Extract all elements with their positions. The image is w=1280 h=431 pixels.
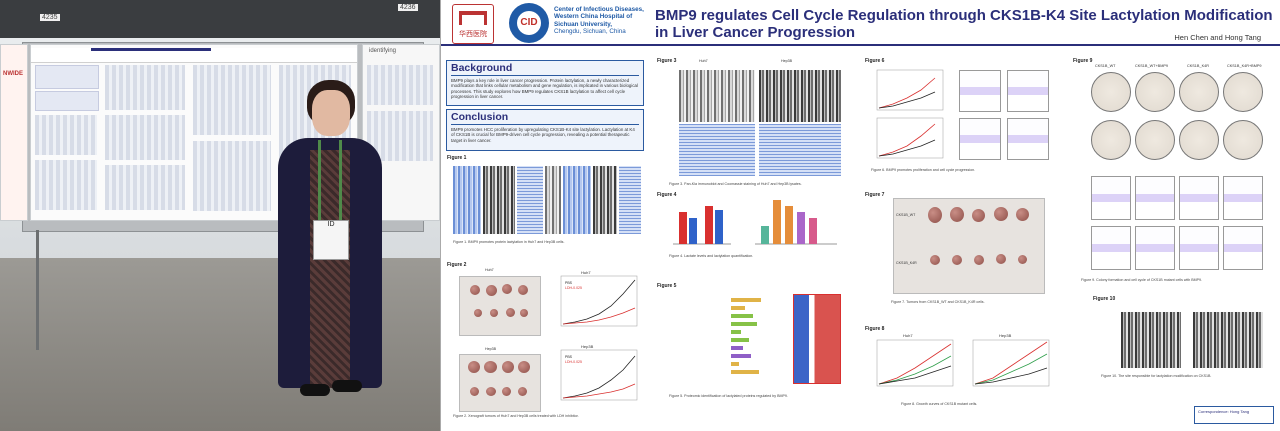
fig1-gel <box>453 166 481 234</box>
figure-1-label: Figure 1 <box>447 155 467 161</box>
fig6-flow-4 <box>1007 118 1049 160</box>
fig3-coomassie-hep3b <box>759 124 841 176</box>
fig1-blot-c <box>593 166 617 234</box>
contact-box: Correspondence: Hong Tang <box>1194 406 1274 424</box>
booth-photo: 4235 4236 NWIDE identifying ID <box>0 0 440 431</box>
conclusion-box: Conclusion BMP9 promotes HCC proliferati… <box>446 109 644 151</box>
svg-text:Hep3B: Hep3B <box>581 344 594 349</box>
authors: Hen Chen and Hong Tang <box>1174 33 1261 42</box>
figure-7-label: Figure 7 <box>865 192 885 198</box>
fig10-blot-hep3b <box>1193 312 1263 368</box>
fig5-enrichment-bars <box>731 298 761 374</box>
fig9-flow-2 <box>1135 176 1175 220</box>
svg-text:PBS: PBS <box>565 355 573 359</box>
figure-4-caption: Figure 4. Lactate levels and lactylation… <box>669 254 754 258</box>
cid-logo: CID <box>509 3 549 43</box>
figure-3-label: Figure 3 <box>657 58 677 64</box>
fig9-flow-5 <box>1091 226 1131 270</box>
figure-6-label: Figure 6 <box>865 58 885 64</box>
fig3-coomassie-huh7 <box>679 124 755 176</box>
fig9-flow-7 <box>1179 226 1219 270</box>
svg-text:Hep3B: Hep3B <box>999 333 1012 338</box>
figure-5-label: Figure 5 <box>657 283 677 289</box>
figure-8-caption: Figure 8. Growth curves of CKS1B mutant … <box>901 402 978 406</box>
figure-2-label: Figure 2 <box>447 262 467 268</box>
fig1-gel-c <box>563 166 591 234</box>
fig6-flow-1 <box>959 70 1001 112</box>
fig9-colony-8 <box>1223 120 1263 160</box>
figure-7-caption: Figure 7. Tumors from CKS1B_WT and CKS1B… <box>891 300 985 304</box>
fig1-gel-b <box>517 166 543 234</box>
title-rule <box>441 44 1280 46</box>
fig9-colony-5 <box>1091 120 1131 160</box>
fig3-blot-huh7 <box>679 70 755 122</box>
figure-1-caption: Figure 1. BMP9 promotes protein lactylat… <box>453 240 565 244</box>
fig4-bar-chart-b <box>755 200 837 245</box>
name-badge: ID <box>313 220 349 260</box>
fig9-colony-6 <box>1135 120 1175 160</box>
figure-2-caption: Figure 2. Xenograft tumors of Huh7 and H… <box>453 414 579 418</box>
institution-name: Center of Infectious Diseases, Western C… <box>554 6 644 36</box>
fig1-blot <box>483 166 515 234</box>
fig6-growth-curves <box>876 69 944 159</box>
background-box: Background BMP9 plays a key role in live… <box>446 60 644 106</box>
fig1-gel-d <box>619 166 641 234</box>
fig2-tumor-panel-huh7 <box>459 276 541 336</box>
neighbor-poster: NWIDE <box>0 44 28 221</box>
fig9-flow-3 <box>1179 176 1219 220</box>
fig8-growth-hep3b: Hep3B <box>972 333 1050 387</box>
fig2-tumor-panel-hep3b <box>459 354 541 412</box>
fig9-colony-2 <box>1135 72 1175 112</box>
svg-text:LDH-0.025: LDH-0.025 <box>565 360 582 364</box>
fig9-colony-7 <box>1179 120 1219 160</box>
fig5-heatmap <box>793 294 841 384</box>
svg-text:PBS: PBS <box>565 281 573 285</box>
fig2-growth-curve-hep3b: Hep3B PBS LDH-0.025 <box>560 344 638 401</box>
fig9-flow-4 <box>1223 176 1263 220</box>
figure-4-label: Figure 4 <box>657 192 677 198</box>
fig9-flow-8 <box>1223 226 1263 270</box>
fig1-blot-b <box>545 166 561 234</box>
figure-10-label: Figure 10 <box>1093 296 1116 302</box>
figure-9-label: Figure 9 <box>1073 58 1093 64</box>
conclusion-text: BMP9 promotes HCC proliferation by upreg… <box>451 127 635 143</box>
fig6-flow-3 <box>959 118 1001 160</box>
conclusion-heading: Conclusion <box>451 111 509 123</box>
fig10-blot-huh7 <box>1121 312 1181 368</box>
hospital-logo: 华西医院 <box>452 4 494 44</box>
fig6-flow-2 <box>1007 70 1049 112</box>
fig3-blot-hep3b <box>759 70 841 122</box>
fig4-bar-chart-a <box>673 206 731 245</box>
figure-6-caption: Figure 6. BMP9 promotes proliferation an… <box>871 168 976 172</box>
figure-9-caption: Figure 9. Colony formation and cell cycl… <box>1081 278 1203 282</box>
background-text: BMP9 plays a key role in liver cancer pr… <box>451 78 638 100</box>
fig9-flow-6 <box>1135 226 1175 270</box>
poster-title: BMP9 regulates Cell Cycle Regulation thr… <box>655 7 1273 41</box>
fig9-colony-3 <box>1179 72 1219 112</box>
fig9-colony-4 <box>1223 72 1263 112</box>
research-poster: 华西医院 CID Center of Infectious Diseases, … <box>440 0 1280 431</box>
booth-number-left: 4235 <box>40 14 60 21</box>
svg-text:Huh7: Huh7 <box>581 270 591 275</box>
fig7-tumor-panel: CKS1B_WT CKS1B_K4R <box>893 198 1045 294</box>
booth-number-right: 4236 <box>398 4 418 11</box>
svg-text:Huh7: Huh7 <box>903 333 913 338</box>
figure-3-caption: Figure 3. Pan-Kla immunoblot and Coomass… <box>669 182 802 186</box>
background-heading: Background <box>451 62 513 74</box>
figure-8-label: Figure 8 <box>865 326 885 332</box>
figure-10-caption: Figure 10. The site responsible for lact… <box>1101 374 1212 378</box>
board-leg-left <box>36 230 39 350</box>
figure-5-caption: Figure 5. Proteomic identification of la… <box>669 394 788 398</box>
fig9-colony-1 <box>1091 72 1131 112</box>
svg-text:LDH-0.025: LDH-0.025 <box>565 286 582 290</box>
fig9-flow-1 <box>1091 176 1131 220</box>
fig2-growth-curve-huh7: Huh7 PBS LDH-0.025 <box>560 270 638 327</box>
presenter: ID <box>270 80 390 400</box>
ceiling <box>0 0 440 38</box>
fig8-growth-huh7: Huh7 <box>876 333 954 387</box>
